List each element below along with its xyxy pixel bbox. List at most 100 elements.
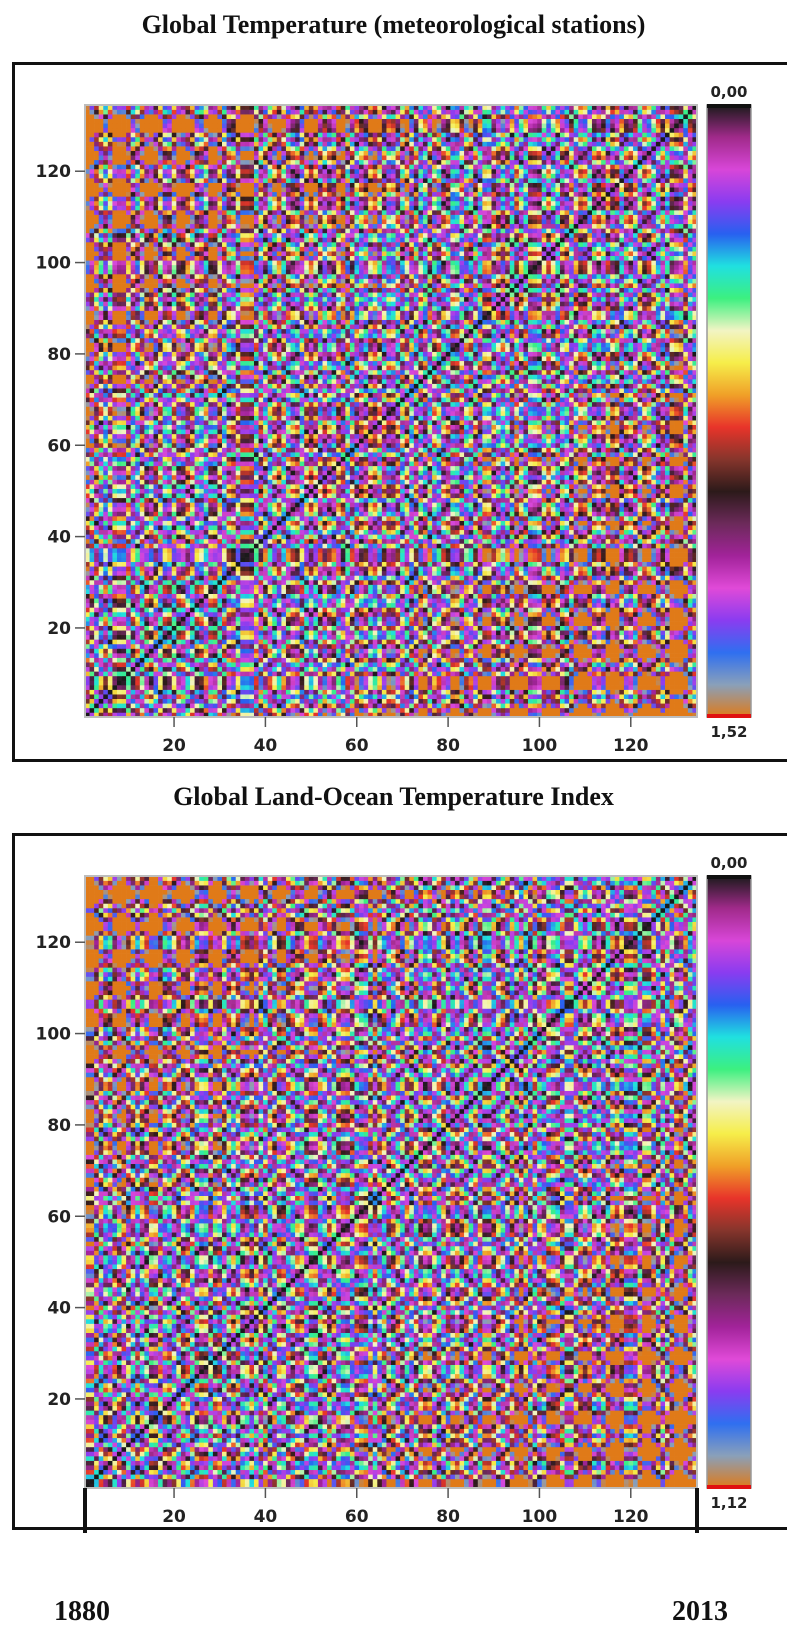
heatmap-cell xyxy=(108,621,113,626)
heatmap-cell xyxy=(199,562,204,567)
heatmap-cell xyxy=(245,607,250,612)
heatmap-cell xyxy=(610,680,615,685)
heatmap-cell xyxy=(368,594,373,599)
heatmap-cell xyxy=(679,662,684,667)
heatmap-cell xyxy=(140,703,145,708)
heatmap-cell xyxy=(555,644,560,649)
heatmap-cell xyxy=(656,653,661,658)
heatmap-cell xyxy=(487,580,492,585)
heatmap-cell xyxy=(368,676,373,681)
heatmap-cell xyxy=(158,644,163,649)
heatmap-cell xyxy=(382,635,387,640)
heatmap-cell xyxy=(291,607,296,612)
heatmap-cell xyxy=(441,585,446,590)
heatmap-cell xyxy=(647,617,652,622)
heatmap-cell xyxy=(633,653,638,658)
heatmap-cell xyxy=(473,630,478,635)
heatmap-cell xyxy=(373,585,378,590)
heatmap-cell xyxy=(491,557,496,562)
heatmap-cell xyxy=(569,571,574,576)
heatmap-cell xyxy=(190,694,195,699)
heatmap-cell xyxy=(286,648,291,653)
heatmap-cell xyxy=(195,676,200,681)
heatmap-cell xyxy=(377,598,382,603)
heatmap-cell xyxy=(313,562,318,567)
heatmap-cell xyxy=(496,658,501,663)
heatmap-cell xyxy=(213,612,218,617)
heatmap-cell xyxy=(90,589,95,594)
heatmap-cell xyxy=(437,585,442,590)
heatmap-cell xyxy=(542,658,547,663)
heatmap-cell xyxy=(437,562,442,567)
heatmap-cell xyxy=(163,626,168,631)
heatmap-cell xyxy=(441,644,446,649)
heatmap-cell xyxy=(195,680,200,685)
heatmap-cell xyxy=(94,603,99,608)
heatmap-cell xyxy=(122,553,127,558)
heatmap-cell xyxy=(336,607,341,612)
heatmap-cell xyxy=(464,553,469,558)
heatmap-cell xyxy=(450,708,455,713)
heatmap-cell xyxy=(592,653,597,658)
heatmap-cell xyxy=(555,671,560,676)
heatmap-cell xyxy=(167,699,172,704)
heatmap-cell xyxy=(633,612,638,617)
heatmap-cell xyxy=(327,667,332,672)
heatmap-cell xyxy=(423,603,428,608)
heatmap-cell xyxy=(190,566,195,571)
heatmap-cell xyxy=(332,694,337,699)
heatmap-cell xyxy=(309,589,314,594)
heatmap-cell xyxy=(190,543,195,548)
heatmap-cell xyxy=(249,699,254,704)
heatmap-cell xyxy=(327,653,332,658)
heatmap-cell xyxy=(587,553,592,558)
heatmap-cell xyxy=(519,603,524,608)
heatmap-cell xyxy=(236,571,241,576)
heatmap-cell xyxy=(172,671,177,676)
heatmap-cell xyxy=(400,680,405,685)
heatmap-cell xyxy=(90,694,95,699)
heatmap-cell xyxy=(491,639,496,644)
heatmap-cell xyxy=(99,621,104,626)
heatmap-cell xyxy=(679,603,684,608)
heatmap-cell xyxy=(249,626,254,631)
heatmap-cell xyxy=(222,680,227,685)
heatmap-cell xyxy=(624,571,629,576)
heatmap-cell xyxy=(633,667,638,672)
heatmap-cell xyxy=(126,680,131,685)
heatmap-cell xyxy=(528,594,533,599)
heatmap-cell xyxy=(405,644,410,649)
heatmap-cell xyxy=(400,548,405,553)
heatmap-cell xyxy=(272,575,277,580)
heatmap-cell xyxy=(117,607,122,612)
heatmap-cell xyxy=(574,685,579,690)
heatmap-cell xyxy=(185,690,190,695)
heatmap-cell xyxy=(615,594,620,599)
heatmap-cell xyxy=(569,639,574,644)
heatmap-cell xyxy=(154,566,159,571)
heatmap-cell xyxy=(578,644,583,649)
heatmap-cell xyxy=(291,562,296,567)
heatmap-cell xyxy=(300,612,305,617)
heatmap-cell xyxy=(295,580,300,585)
heatmap-cell xyxy=(523,703,528,708)
heatmap-cell xyxy=(446,653,451,658)
heatmap-cell xyxy=(231,603,236,608)
heatmap-cell xyxy=(683,662,688,667)
heatmap-cell xyxy=(606,662,611,667)
heatmap-cell xyxy=(546,621,551,626)
heatmap-cell xyxy=(583,699,588,704)
heatmap-cell xyxy=(249,575,254,580)
heatmap-cell xyxy=(103,607,108,612)
heatmap-cell xyxy=(208,585,213,590)
heatmap-cell xyxy=(364,580,369,585)
heatmap-cell xyxy=(396,703,401,708)
heatmap-cell xyxy=(281,585,286,590)
heatmap-cell xyxy=(341,630,346,635)
heatmap-cell xyxy=(674,680,679,685)
heatmap-cell xyxy=(103,553,108,558)
heatmap-cell xyxy=(501,566,506,571)
heatmap-cell xyxy=(322,562,327,567)
heatmap-cell xyxy=(592,658,597,663)
heatmap-cell xyxy=(345,580,350,585)
